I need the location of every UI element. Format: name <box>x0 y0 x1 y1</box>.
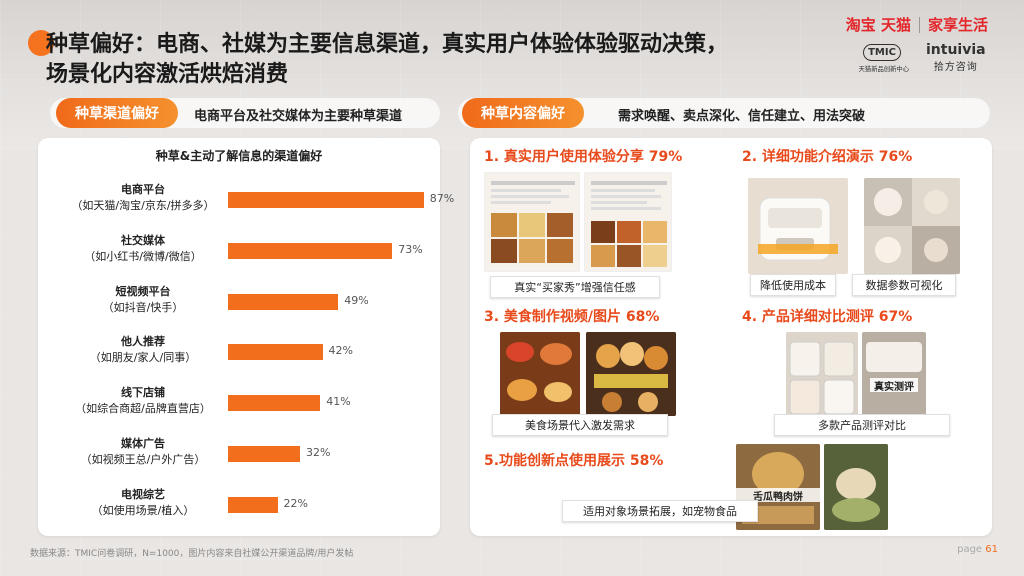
bar-value-label: 87% <box>429 192 455 205</box>
section-3-caption: 美食场景代入激发需求 <box>492 414 668 436</box>
product-compare-image-1 <box>786 332 858 418</box>
bar-category-label: 社交媒体 （如小红书/微博/微信） <box>68 233 218 265</box>
bar-value-label: 42% <box>328 344 353 358</box>
dough-process-image <box>864 178 960 274</box>
buyer-show-image-1 <box>484 172 580 272</box>
page-num: 61 <box>985 544 998 555</box>
bar-category-sub: （如视频王总/户外广告） <box>80 453 206 466</box>
product-compare-image-2: 真实测评 <box>862 332 926 418</box>
bar-category-name: 社交媒体 <box>121 233 165 247</box>
brand-divider <box>918 16 920 33</box>
bar-category-sub: （如使用场景/植入） <box>91 503 195 517</box>
food-image-1 <box>500 332 580 416</box>
content-preference-note: 需求唤醒、卖点深化、信任建立、用法突破 <box>618 109 866 124</box>
section-2-heading: 2. 详细功能介绍演示 76% <box>742 149 913 165</box>
page-number: page 61 <box>957 544 998 555</box>
bar-category-sub: （如综合商超/品牌直营店） <box>75 402 211 416</box>
bar-row: 电视综艺 （如使用场景/植入） 22% <box>38 487 438 531</box>
chart-title: 种草&主动了解信息的渠道偏好 <box>155 149 323 163</box>
bar-category-name: 电视综艺 <box>121 487 165 501</box>
bar-value-label: 49% <box>344 293 369 307</box>
bar-category-label: 媒体广告 （如视频王总/户外广告） <box>68 436 218 468</box>
section-1-caption: 真实“买家秀”增强信任感 <box>490 276 660 298</box>
bar-category-sub: （如小红书/微博/微信） <box>84 249 202 263</box>
page-prefix: page <box>957 544 983 555</box>
channel-chart-card: 种草&主动了解信息的渠道偏好 电商平台 （如天猫/淘宝/京东/拼多多） 87% 社交媒… <box>38 138 454 536</box>
section-3-heading: 3. 美食制作视频/图片 68% <box>484 309 660 325</box>
bar-row: 线下店铺 （如综合商超/品牌直营店） 41% <box>38 385 438 429</box>
tmic-logo: TMIC <box>863 44 901 61</box>
bar <box>228 293 339 310</box>
intuivia-cn: 拾方咨询 <box>933 62 978 73</box>
bar-category-sub: （如天猫/淘宝/京东/拼多多） <box>71 199 215 212</box>
bar-row: 社交媒体 （如小红书/微博/微信） 73% <box>38 233 438 277</box>
bar-category-name: 媒体广告 <box>121 437 165 450</box>
bar <box>228 192 424 208</box>
bar-value-label: 73% <box>398 242 423 256</box>
pet-food-image-2 <box>824 444 888 530</box>
bar-value-label: 22% <box>283 496 308 510</box>
bar <box>228 395 321 412</box>
jiaxiang-logo: 家享生活 <box>927 16 988 34</box>
bar <box>228 446 300 462</box>
bar-row: 短视频平台 （如抖音/快手） 49% <box>38 284 438 328</box>
bar-category-label: 他人推荐 （如朋友/家人/同事） <box>68 334 218 366</box>
bar-category-sub: （如朋友/家人/同事） <box>89 351 197 365</box>
tmic-subtitle: 天猫新品创新中心 <box>858 65 909 73</box>
section-5-caption: 适用对象场景拓展，如宠物食品 <box>562 500 758 522</box>
tmic-logo-block: TMIC 天猫新品创新中心 <box>856 40 909 74</box>
bar-category-label: 短视频平台 （如抖音/快手） <box>68 284 218 316</box>
intuivia-logo: intuivia 拾方咨询 <box>926 42 986 73</box>
bar-value-label: 32% <box>306 446 331 459</box>
bar-category-name: 短视频平台 <box>115 284 171 298</box>
channel-preference-pill: 种草渠道偏好 <box>56 98 178 128</box>
bar-row: 他人推荐 （如朋友/家人/同事） 42% <box>38 334 438 378</box>
section-4-heading: 4. 产品详细对比测评 67% <box>742 309 913 325</box>
bread-machine-image <box>748 178 848 274</box>
pet-food-text: 舌瓜鸭肉饼 <box>753 492 803 503</box>
bar-category-name: 电商平台 <box>121 183 165 196</box>
content-card: 1. 真实用户使用体验分享 79% 真实“买家秀”增强信任感 2. 详细功能介绍… <box>470 138 992 536</box>
bar-row: 媒体广告 （如视频王总/户外广告） 32% <box>38 436 438 480</box>
bar-value-label: 41% <box>326 395 351 409</box>
title-accent-dot <box>28 30 54 56</box>
section-1-heading: 1. 真实用户使用体验分享 79% <box>484 149 683 165</box>
section-4-caption: 多款产品测评对比 <box>774 414 950 436</box>
bar <box>228 242 393 259</box>
bar-category-name: 他人推荐 <box>121 335 165 349</box>
channel-preference-note: 电商平台及社交媒体为主要种草渠道 <box>194 109 403 124</box>
bar-category-name: 线下店铺 <box>121 386 165 400</box>
real-review-text: 真实测评 <box>874 382 914 393</box>
page-title: 种草偏好：电商、社媒为主要信息渠道，真实用户体验体验驱动决策， 场景化内容激活烘… <box>46 32 729 87</box>
bar-category-label: 电商平台 （如天猫/淘宝/京东/拼多多） <box>68 182 218 214</box>
bar-category-label: 电视综艺 （如使用场景/植入） <box>68 487 218 519</box>
section-2-caption-2: 数据参数可视化 <box>852 274 956 296</box>
footer-source: 数据来源：TMIC问卷调研，N=1000，图片内容来自社媒公开渠道品牌/用户发帖 <box>30 549 354 559</box>
brand-logos: 淘宝 天猫 家享生活 <box>846 14 988 35</box>
pet-food-image-1: 舌瓜鸭肉饼 <box>736 444 820 530</box>
bar <box>228 496 278 513</box>
bar-row: 电商平台 （如天猫/淘宝/京东/拼多多） 87% <box>38 182 454 226</box>
intuivia-en: intuivia <box>926 42 986 58</box>
buyer-show-image-2 <box>584 172 672 272</box>
food-image-2 <box>586 332 676 416</box>
bar-category-label: 线下店铺 （如综合商超/品牌直营店） <box>68 385 218 417</box>
section-2-caption-1: 降低使用成本 <box>750 274 836 296</box>
content-preference-pill: 种草内容偏好 <box>462 98 584 128</box>
taobao-tmall-logo: 淘宝 天猫 <box>845 16 911 34</box>
section-5-heading: 5.功能创新点使用展示 58% <box>484 453 664 469</box>
bar <box>228 344 323 361</box>
bar-category-sub: （如抖音/快手） <box>102 300 184 314</box>
